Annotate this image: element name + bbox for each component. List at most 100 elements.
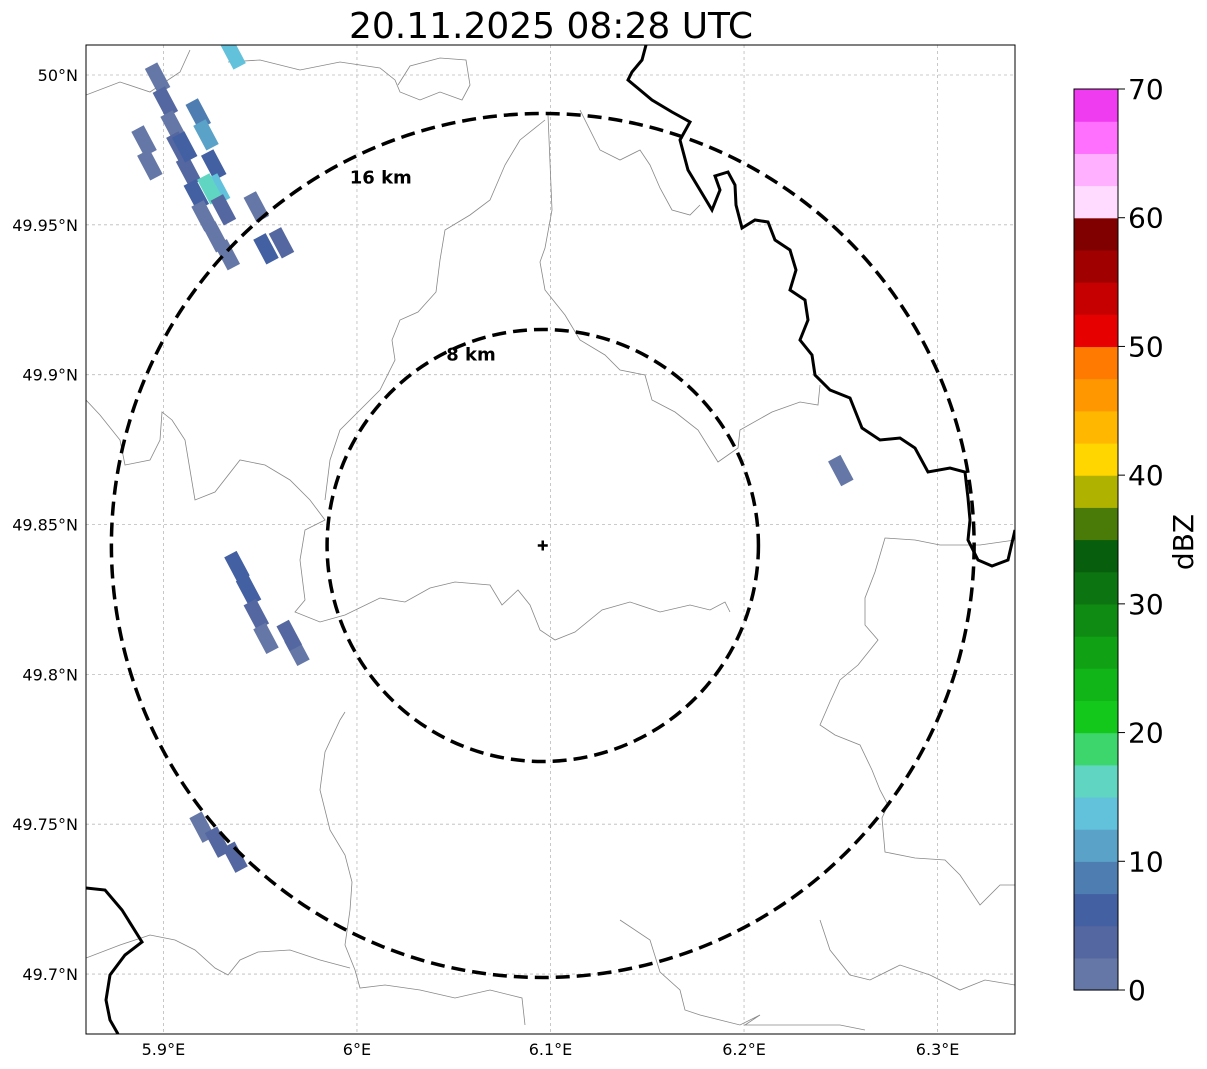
echo-cell (197, 173, 223, 205)
colorbar-segment (1074, 796, 1118, 830)
lat-tick-label: 49.7°N (22, 965, 78, 984)
lon-tick-label: 6.1°E (529, 1040, 573, 1059)
admin-boundary-line (86, 399, 731, 641)
colorbar-segment (1074, 346, 1118, 380)
lat-tick-label: 49.8°N (22, 665, 78, 684)
colorbar-segment (1074, 893, 1118, 927)
lon-tick-label: 6.3°E (916, 1040, 960, 1059)
colorbar-segment (1074, 314, 1118, 348)
longitude-tick-labels: 5.9°E 6°E 6.1°E 6.2°E 6.3°E (142, 1040, 960, 1059)
admin-boundary-line (819, 919, 1015, 991)
range-ring-label: 8 km (446, 345, 496, 366)
colorbar-segment (1074, 861, 1118, 895)
radar-echoes (131, 45, 854, 873)
echo-cell (171, 131, 198, 163)
echo-cell (276, 619, 302, 652)
echo-cell (220, 45, 246, 70)
colorbar-segment (1074, 957, 1118, 991)
echo-cell (253, 622, 279, 655)
colorbar-segment (1074, 475, 1118, 508)
lat-tick-label: 50°N (38, 66, 78, 85)
echo-cell (200, 149, 227, 181)
colorbar-segment (1074, 636, 1118, 669)
colorbar-segment (1074, 700, 1118, 734)
colorbar-segment (1074, 410, 1118, 444)
colorbar-segment (1074, 732, 1118, 766)
echo-cell (144, 62, 171, 94)
echo-cell (175, 155, 202, 187)
lon-tick-label: 6°E (343, 1040, 371, 1059)
lat-tick-label: 49.75°N (12, 815, 78, 834)
colorbar-segment (1074, 829, 1118, 862)
echo-cell (268, 227, 295, 259)
echo-cell (193, 119, 219, 151)
colorbar-segment (1074, 925, 1118, 959)
map-frame (85, 44, 1016, 1035)
echo-cell (137, 149, 163, 181)
echo-cell (224, 550, 250, 583)
figure-title: 20.11.2025 08:28 UTC (349, 6, 753, 47)
echo-cell (152, 86, 179, 118)
lat-tick-label: 49.9°N (22, 366, 78, 385)
echo-cell (243, 598, 270, 631)
colorbar-segment (1074, 668, 1118, 701)
latitude-tick-labels: 50°N 49.95°N 49.9°N 49.85°N 49.8°N 49.75°N 49.… (12, 66, 78, 984)
echo-cell (253, 233, 279, 265)
admin-boundary-line (86, 49, 471, 101)
echo-cell (235, 574, 262, 607)
radar-site-marker (537, 540, 548, 551)
echo-cell (214, 239, 241, 271)
echo-cell (191, 200, 217, 232)
colorbar-tick-label: 10 (1128, 845, 1164, 878)
colorbar-segment (1074, 378, 1118, 412)
echo-cell (222, 841, 248, 873)
admin-boundary-line (324, 119, 546, 501)
colorbar-frame (1073, 88, 1119, 991)
country-border (86, 45, 1015, 1034)
gridlines (86, 45, 1015, 1034)
lat-tick-label: 49.95°N (12, 216, 78, 235)
colorbar-tick-label: 30 (1128, 588, 1164, 621)
lon-tick-label: 5.9°E (142, 1040, 186, 1059)
range-ring (325, 327, 761, 764)
echo-cell (131, 125, 157, 157)
range-ring-label: 16 km (350, 168, 412, 189)
admin-boundary-line (579, 109, 701, 216)
colorbar-segment (1074, 185, 1118, 219)
colorbar-segment (1074, 539, 1118, 573)
admin-borders (86, 49, 1015, 1031)
lon-tick-label: 6.2°E (722, 1040, 766, 1059)
country-border-line (86, 886, 144, 1034)
echo-cell (210, 194, 237, 226)
colorbar-segment (1074, 121, 1118, 154)
colorbar-segment (1074, 217, 1118, 251)
colorbar-segment (1074, 282, 1118, 315)
colorbar-tick-label: 20 (1128, 717, 1164, 750)
colorbar-segment (1074, 571, 1118, 605)
admin-boundary-line (619, 919, 866, 1031)
colorbar-segment (1074, 764, 1118, 798)
echo-cell (828, 454, 854, 487)
colorbar-segment (1074, 507, 1118, 541)
range-ring (109, 111, 976, 980)
map-panel: 8 km 16 km (85, 44, 1016, 1035)
range-rings: 8 km 16 km (109, 111, 976, 980)
colorbar: 0 10 20 30 40 50 60 70 (1073, 73, 1164, 1007)
admin-boundary-line (539, 114, 821, 463)
admin-boundary-line (86, 934, 351, 976)
colorbar-tick-label: 40 (1128, 459, 1164, 492)
colorbar-tick-label: 50 (1128, 330, 1164, 363)
colorbar-tick-label: 70 (1128, 73, 1164, 106)
colorbar-tick-label: 0 (1128, 974, 1146, 1007)
admin-boundary-line (819, 537, 1015, 906)
colorbar-segment (1074, 249, 1118, 283)
colorbar-segment (1074, 603, 1118, 637)
colorbar-label: dBZ (1167, 514, 1200, 570)
colorbar-segment (1074, 89, 1118, 122)
admin-boundary-line (319, 711, 526, 1026)
colorbar-segment (1074, 153, 1118, 187)
colorbar-segment (1074, 442, 1118, 476)
colorbar-tick-label: 60 (1128, 202, 1164, 235)
lat-tick-label: 49.85°N (12, 516, 78, 535)
